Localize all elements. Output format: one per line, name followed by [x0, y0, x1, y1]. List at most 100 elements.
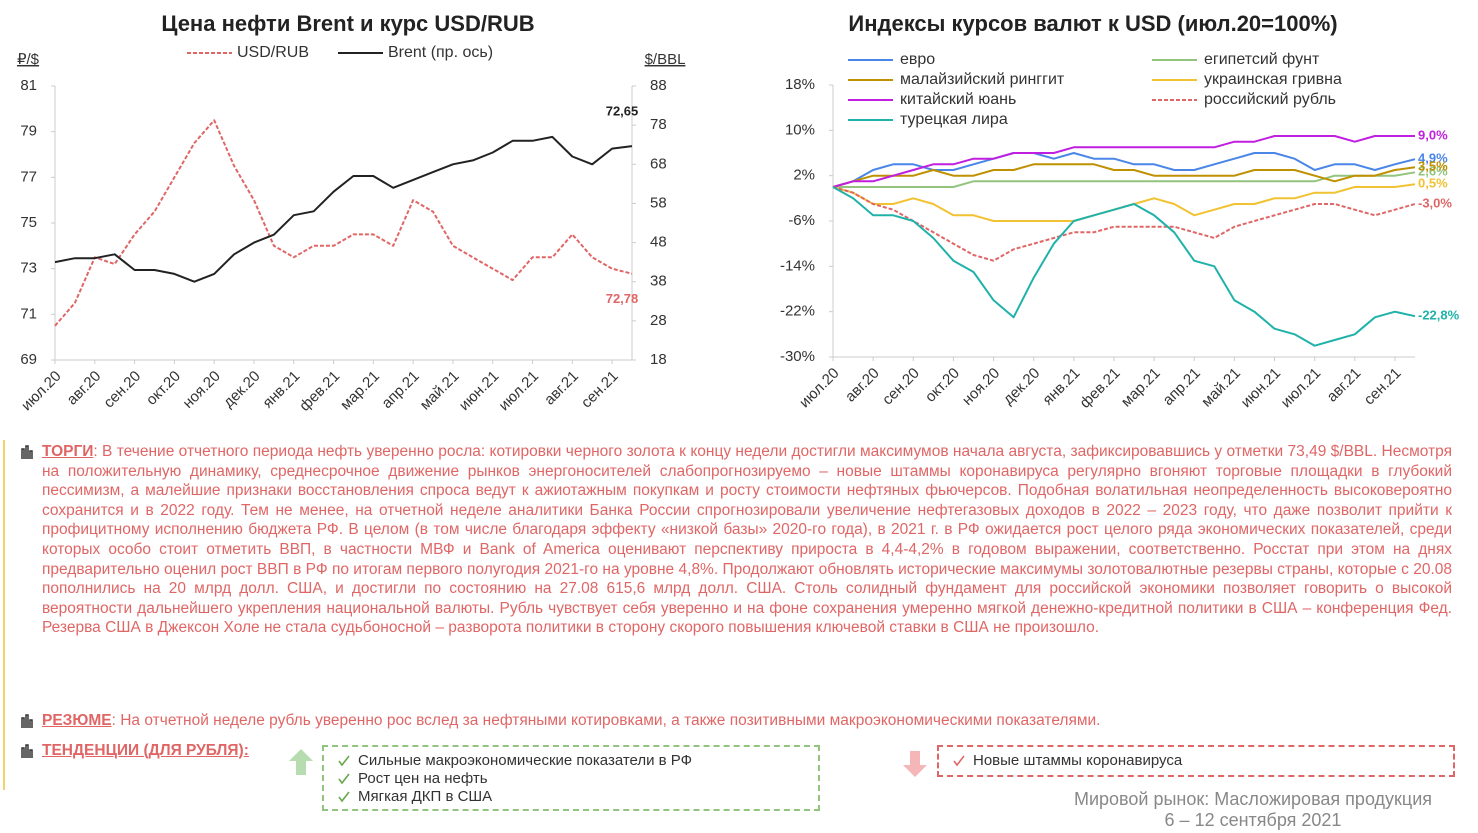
legend-label: украинская гривна — [1204, 71, 1342, 88]
end-label: -3,0% — [1418, 195, 1452, 210]
series-line — [832, 163, 1416, 188]
legend-label: евро — [900, 51, 935, 68]
y-tick-label: -14% — [780, 257, 815, 274]
trends-heading: ТЕНДЕНЦИИ (ДЛЯ РУБЛЯ): — [42, 742, 249, 759]
x-tick-label: сен.20 — [100, 368, 144, 412]
negative-box: Новые штаммы коронавируса — [937, 745, 1455, 777]
up-arrow — [289, 749, 313, 775]
section-heading: ТОРГИ — [42, 443, 94, 460]
x-tick-label: ноя.20 — [959, 365, 1003, 409]
y2-tick-label: 78 — [650, 116, 667, 133]
series-line — [54, 119, 633, 327]
x-tick-label: авг.21 — [1324, 365, 1365, 406]
chart-title: Цена нефти Brent и курс USD/RUB — [161, 11, 534, 36]
x-tick-label: апр.21 — [378, 368, 422, 412]
check-mark — [338, 773, 350, 785]
series-line — [832, 186, 1416, 262]
series-line — [832, 183, 1416, 222]
x-tick-label: май.21 — [1198, 365, 1244, 411]
x-tick-label: фев.21 — [296, 368, 343, 415]
check-icon — [338, 755, 350, 767]
y2-tick-label: 88 — [650, 77, 667, 94]
section-body: ТОРГИ: В течение отчетного периода нефть… — [42, 442, 1452, 638]
y-tick-label: 10% — [785, 121, 815, 138]
trend-item: Сильные макроэкономические показатели в … — [338, 752, 818, 770]
icon — [21, 714, 33, 728]
end-label: 72,65 — [606, 104, 639, 119]
charts: Цена нефти Brent и курс USD/RUB 69 71 73 75 7… — [17, 11, 1460, 415]
end-label: 4,9% — [1418, 151, 1448, 166]
y-tick-label: -22% — [780, 303, 815, 320]
legend-label: Brent (пр. ось) — [388, 44, 493, 61]
icon — [21, 744, 33, 758]
check-mark — [338, 755, 350, 767]
x-tick-label: ноя.20 — [180, 368, 224, 412]
legend-label: турецкая лира — [900, 111, 1008, 128]
end-label: 72,78 — [606, 291, 639, 306]
trend-item: Рост цен на нефть — [338, 770, 818, 788]
y-tick-label: 79 — [20, 123, 37, 140]
y2-tick-label: 58 — [650, 194, 667, 211]
trend-item: Новые штаммы коронавируса — [953, 752, 1453, 770]
series-line — [832, 135, 1415, 188]
side-bar — [3, 440, 5, 790]
check-icon — [338, 773, 350, 785]
y-tick-label: 73 — [20, 260, 37, 277]
check-icon — [338, 791, 350, 803]
x-tick-label: сен.21 — [578, 368, 622, 412]
x-tick-label: май.21 — [417, 368, 463, 414]
series-line — [54, 135, 633, 283]
y-axis-label: ₽/$ — [17, 51, 40, 68]
x-tick-label: июл.21 — [496, 368, 543, 415]
section-text: : В течение отчетного периода нефть увер… — [42, 443, 1452, 637]
y-tick-label: 71 — [20, 305, 37, 322]
y2-tick-label: 28 — [650, 312, 667, 329]
y-tick-label: 2% — [793, 167, 815, 184]
x-tick-label: июл.20 — [18, 368, 65, 415]
x-tick-label: мар.21 — [1118, 365, 1164, 411]
legend-label: египетсий фунт — [1204, 51, 1320, 68]
y2-tick-label: 68 — [650, 155, 667, 172]
chart-title: Индексы курсов валют к USD (июл.20=100%) — [848, 11, 1337, 36]
x-tick-label: июл.21 — [1278, 365, 1325, 412]
series-line — [832, 186, 1416, 347]
footer-date: 6 – 12 сентября 2021 — [1164, 810, 1342, 830]
x-tick-label: янв.21 — [1039, 365, 1083, 409]
x-tick-label: мар.21 — [337, 368, 383, 414]
end-label: 3,5% — [1418, 159, 1448, 174]
x-tick-label: сен.21 — [1361, 365, 1405, 409]
icon — [21, 445, 33, 459]
series-line — [832, 152, 1416, 188]
y2-tick-label: 38 — [650, 273, 667, 290]
series-line — [833, 171, 1416, 188]
legend-label: малайзийский ринггит — [900, 71, 1065, 88]
legend-label: USD/RUB — [237, 44, 309, 61]
trend-text: Сильные макроэкономические показатели в … — [358, 752, 693, 769]
positive-box: Сильные макроэкономические показатели в … — [322, 745, 820, 811]
footer-title: Мировой рынок: Масложировая продукция — [1073, 789, 1433, 809]
legend-label: российский рубль — [1204, 91, 1336, 108]
section-body: РЕЗЮМЕ: На отчетной неделе рубль уверенн… — [42, 711, 1452, 731]
section-heading: РЕЗЮМЕ — [42, 712, 112, 729]
trend-text: Новые штаммы коронавируса — [973, 752, 1183, 769]
trend-text: Мягкая ДКП в США — [358, 788, 493, 805]
section: РЕЗЮМЕ: На отчетной неделе рубль уверенн… — [20, 711, 1452, 731]
x-tick-label: дек.20 — [1000, 365, 1043, 408]
y-tick-label: 77 — [20, 168, 37, 185]
x-tick-label: фев.21 — [1077, 365, 1124, 412]
x-tick-label: авг.20 — [842, 365, 883, 406]
y2-tick-label: 48 — [650, 234, 667, 251]
end-label: -22,8% — [1418, 308, 1460, 323]
trend-item: Мягкая ДКП в США — [338, 788, 818, 806]
end-label: 0,5% — [1418, 176, 1448, 191]
x-tick-label: апр.21 — [1160, 365, 1204, 409]
y-tick-label: -30% — [780, 348, 815, 365]
y-tick-label: 69 — [20, 351, 37, 368]
check-mark — [338, 791, 350, 803]
x-tick-label: июл.20 — [796, 365, 843, 412]
trends: ТЕНДЕНЦИИ (ДЛЯ РУБЛЯ): — [20, 741, 320, 761]
x-tick-label: июн.21 — [456, 368, 503, 415]
y2-axis-label: $/BBL — [645, 51, 686, 68]
legend-label: китайский юань — [900, 91, 1016, 108]
